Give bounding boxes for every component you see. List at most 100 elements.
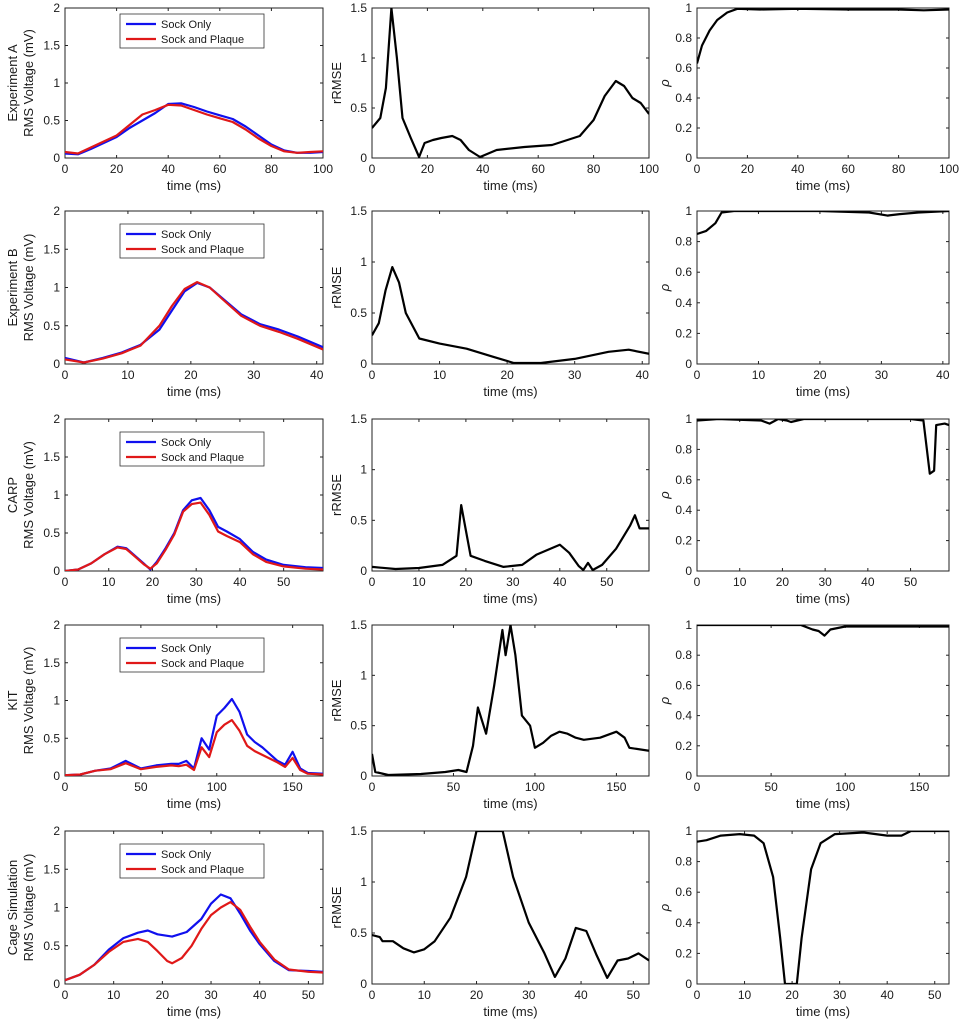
x-tick-label: 40 xyxy=(253,988,267,1002)
x-tick-label: 30 xyxy=(875,368,889,382)
y-tick-label: 0.5 xyxy=(43,939,60,953)
x-tick-label: 20 xyxy=(421,162,435,176)
x-tick-label: 100 xyxy=(835,780,855,794)
y-axis-label: rRMSE xyxy=(329,62,344,104)
y-tick-label: 1.5 xyxy=(43,862,60,876)
y-tick-label: 1 xyxy=(360,668,367,682)
y-tick-label: 0.2 xyxy=(675,326,692,340)
x-tick-label: 10 xyxy=(107,988,121,1002)
x-tick-label: 40 xyxy=(162,162,176,176)
x-tick-label: 80 xyxy=(265,162,279,176)
y-tick-label: 2 xyxy=(53,824,60,838)
axes-box xyxy=(371,418,650,572)
y-tick-label: 1.5 xyxy=(350,412,367,426)
rrmse-line xyxy=(372,625,649,776)
x-tick-label: 100 xyxy=(639,162,659,176)
x-axis-label: time (ms) xyxy=(167,796,221,811)
y-tick-label: 0 xyxy=(685,769,692,783)
x-tick-label: 10 xyxy=(418,988,432,1002)
y-tick-label: 1.5 xyxy=(43,450,60,464)
y-tick-label: 1.5 xyxy=(43,39,60,53)
x-tick-label: 0 xyxy=(62,988,69,1002)
x-tick-label: 40 xyxy=(476,162,490,176)
x-tick-label: 20 xyxy=(156,988,170,1002)
series-line-sock-only xyxy=(65,281,323,364)
y-axis-label: ρ xyxy=(657,79,672,88)
y-tick-label: 0 xyxy=(685,357,692,371)
x-tick-label: 40 xyxy=(861,575,875,589)
y-tick-label: 0.5 xyxy=(43,114,60,128)
y-axis-label: RMS Voltage (mV) xyxy=(21,647,36,755)
x-tick-label: 150 xyxy=(909,780,929,794)
y-tick-label: 0.5 xyxy=(350,306,367,320)
panel-rho: 0 50 100 150 0 0.2 0.4 0.6 0.8 1 time (ms) ρ xyxy=(657,618,950,811)
axes-box xyxy=(371,210,650,365)
y-tick-label: 0.6 xyxy=(675,678,692,692)
y-tick-label: 1 xyxy=(53,901,60,915)
y-axis-label: RMS Voltage (mV) xyxy=(21,234,36,342)
x-tick-label: 50 xyxy=(928,988,942,1002)
x-tick-label: 0 xyxy=(62,780,69,794)
y-tick-label: 0.2 xyxy=(675,739,692,753)
x-tick-label: 60 xyxy=(842,162,856,176)
y-tick-label: 0.5 xyxy=(350,926,367,940)
x-axis-label: time (ms) xyxy=(483,384,537,399)
y-tick-label: 1 xyxy=(53,76,60,90)
x-tick-label: 20 xyxy=(470,988,484,1002)
x-tick-label: 30 xyxy=(190,575,204,589)
x-axis-label: time (ms) xyxy=(796,178,850,193)
axes-box xyxy=(371,624,650,777)
x-tick-label: 0 xyxy=(694,368,701,382)
x-tick-label: 20 xyxy=(184,368,198,382)
y-axis-label: rRMSE xyxy=(329,679,344,721)
y-tick-label: 0 xyxy=(360,357,367,371)
x-tick-label: 0 xyxy=(369,575,376,589)
legend-label-sock-and-plaque: Sock and Plaque xyxy=(161,864,244,876)
y-axis-label: ρ xyxy=(657,903,672,912)
y-axis-label: RMS Voltage (mV) xyxy=(21,854,36,962)
x-tick-label: 30 xyxy=(247,368,261,382)
x-axis-label: time (ms) xyxy=(167,384,221,399)
y-tick-label: 0.8 xyxy=(675,442,692,456)
legend-label-sock-only: Sock Only xyxy=(161,849,212,861)
y-tick-label: 0.4 xyxy=(675,709,692,723)
x-tick-label: 0 xyxy=(694,988,701,1002)
series-line-sock-and-plaque xyxy=(65,281,323,364)
row-label: Experiment B xyxy=(5,248,20,326)
y-tick-label: 0.5 xyxy=(43,731,60,745)
x-tick-label: 80 xyxy=(892,162,906,176)
axes-box xyxy=(696,210,950,365)
x-tick-label: 40 xyxy=(636,368,650,382)
x-tick-label: 0 xyxy=(694,575,701,589)
series-line-sock-and-plaque xyxy=(65,103,323,155)
y-tick-label: 0.6 xyxy=(675,473,692,487)
x-tick-label: 40 xyxy=(574,988,588,1002)
y-tick-label: 0 xyxy=(685,151,692,165)
x-tick-label: 80 xyxy=(587,162,601,176)
series-line-sock-only xyxy=(65,893,323,982)
x-tick-label: 40 xyxy=(791,162,805,176)
panel-rho: 0 10 20 30 40 50 0 0.2 0.4 0.6 0.8 1 time (ms) ρ xyxy=(657,412,950,606)
x-axis-label: time (ms) xyxy=(483,178,537,193)
y-tick-label: 0.8 xyxy=(675,31,692,45)
series-line-sock-only xyxy=(65,496,323,571)
y-tick-label: 0.6 xyxy=(675,885,692,899)
x-tick-label: 20 xyxy=(459,575,473,589)
y-tick-label: 0 xyxy=(685,564,692,578)
y-tick-label: 1 xyxy=(685,204,692,218)
x-tick-label: 10 xyxy=(738,988,752,1002)
panel-rms: 0 50 100 150 0 0.5 1 1.5 2 time (ms) RMS Voltage (… xyxy=(5,618,324,811)
y-tick-label: 1 xyxy=(360,875,367,889)
y-tick-label: 0.6 xyxy=(675,265,692,279)
x-tick-label: 100 xyxy=(313,162,333,176)
panel-rms: 0 20 40 60 80 100 0 0.5 1 1.5 2 time (ms) RMS Voltag… xyxy=(5,1,333,193)
x-tick-label: 0 xyxy=(369,162,376,176)
x-tick-label: 0 xyxy=(369,780,376,794)
panel-rrmse: 0 10 20 30 40 50 0 0.5 1 1.5 time (ms) rRMSE xyxy=(329,412,650,606)
panel-rrmse: 0 50 100 150 0 0.5 1 1.5 time (ms) rRMSE xyxy=(329,618,650,811)
x-axis-label: time (ms) xyxy=(483,1004,537,1019)
x-tick-label: 10 xyxy=(102,575,116,589)
y-tick-label: 2 xyxy=(53,618,60,632)
panel-rrmse: 0 20 40 60 80 100 0 0.5 1 1.5 time (ms) rRMSE xyxy=(329,1,659,193)
x-tick-label: 40 xyxy=(233,575,247,589)
